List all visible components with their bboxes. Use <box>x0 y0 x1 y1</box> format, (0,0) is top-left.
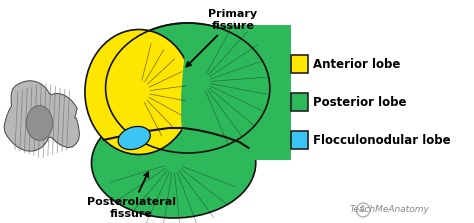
Text: ©: © <box>359 206 367 215</box>
FancyBboxPatch shape <box>291 55 308 73</box>
Text: Flocculonodular lobe: Flocculonodular lobe <box>313 134 451 147</box>
Text: TeachMeAnatomy: TeachMeAnatomy <box>349 206 429 215</box>
Ellipse shape <box>118 126 150 150</box>
Ellipse shape <box>106 23 270 153</box>
Text: Anterior lobe: Anterior lobe <box>313 58 401 70</box>
FancyBboxPatch shape <box>291 131 308 149</box>
Ellipse shape <box>26 105 53 140</box>
Text: Posterolateral
fissure: Posterolateral fissure <box>87 172 176 219</box>
Text: Posterior lobe: Posterior lobe <box>313 95 407 109</box>
Polygon shape <box>181 25 291 160</box>
Ellipse shape <box>85 29 193 155</box>
FancyBboxPatch shape <box>291 93 308 111</box>
Ellipse shape <box>91 108 256 218</box>
Text: Primary
fissure: Primary fissure <box>186 9 257 67</box>
Polygon shape <box>4 81 80 151</box>
